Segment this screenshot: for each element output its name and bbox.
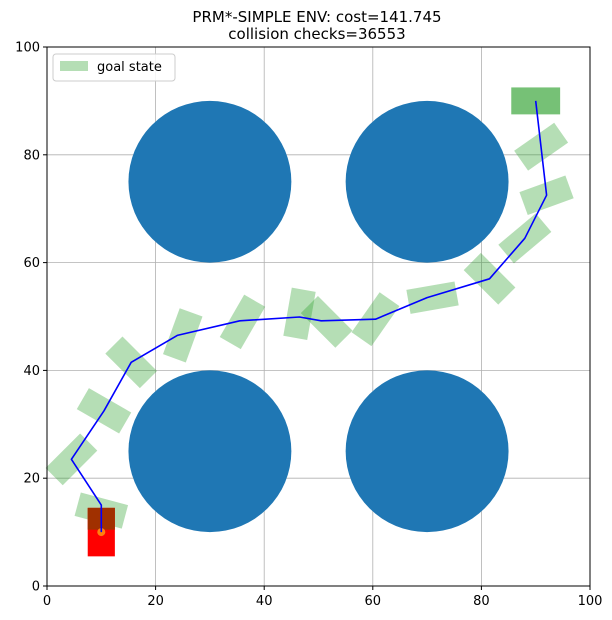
y-tick-label: 80 — [23, 148, 40, 163]
obstacle-circle — [128, 100, 292, 263]
state-rect — [300, 296, 353, 348]
path-line — [70, 100, 548, 533]
x-tick-label: 60 — [365, 594, 382, 609]
legend-box — [52, 53, 176, 82]
chart-title-line1: PRM*-SIMPLE ENV: cost=141.745 — [192, 8, 441, 26]
legend-swatch-goal-state — [60, 61, 88, 71]
y-tick-label: 100 — [15, 41, 40, 56]
path-layer — [70, 100, 548, 533]
y-tick-label: 0 — [32, 580, 40, 595]
state-rect — [162, 308, 203, 363]
tick-layer: 0 20 40 60 80 100 0 20 40 60 80 100 — [15, 41, 602, 610]
x-tick-label: 80 — [473, 594, 490, 609]
state-rect — [219, 294, 266, 350]
plot-frame — [46, 46, 591, 587]
state-rect — [406, 281, 459, 314]
x-tick-label: 40 — [256, 594, 273, 609]
x-tick-label: 0 — [43, 594, 51, 609]
legend-label-goal-state: goal state — [97, 60, 162, 75]
obstacle-circle — [345, 370, 509, 533]
y-tick-label: 40 — [23, 364, 40, 379]
legend: goal state — [52, 53, 176, 82]
chart-title-line2: collision checks=36553 — [228, 25, 405, 43]
y-tick-label: 20 — [23, 472, 40, 487]
x-tick-label: 100 — [578, 594, 603, 609]
obstacle-circle — [128, 370, 292, 533]
obstacle-layer — [128, 100, 509, 533]
state-rect — [283, 287, 316, 340]
y-tick-label: 60 — [23, 256, 40, 271]
obstacle-circle — [345, 100, 509, 263]
x-tick-label: 20 — [147, 594, 164, 609]
